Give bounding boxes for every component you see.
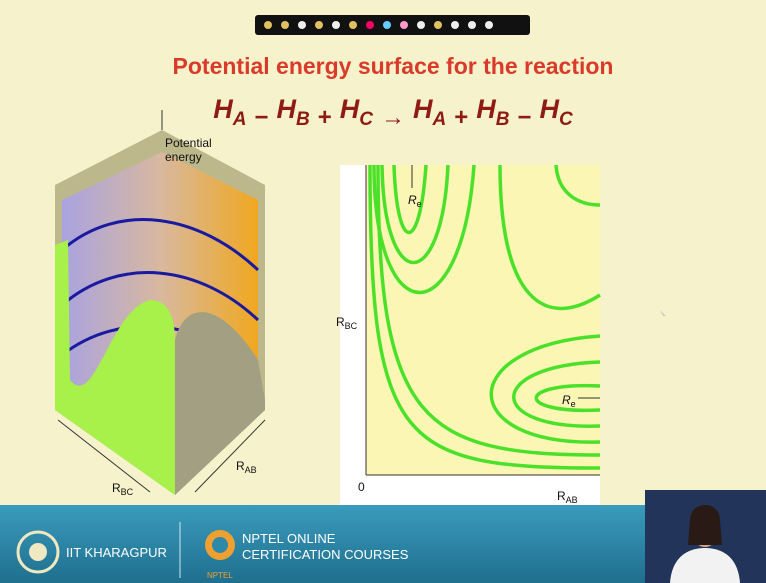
slide-title: Potential energy surface for the reactio… xyxy=(173,53,614,79)
equation-part: A xyxy=(232,109,247,130)
equation-part: B xyxy=(496,109,510,130)
equation-part: H xyxy=(213,94,233,124)
annotation-toolbar[interactable] xyxy=(255,15,530,35)
origin-label: 0 xyxy=(358,480,365,494)
equation-part: → xyxy=(381,104,405,131)
webcam-inset xyxy=(645,490,766,583)
equation-part: H xyxy=(476,94,496,124)
equation-part: H xyxy=(277,94,297,124)
equation-part: − xyxy=(517,104,531,131)
equation-part: − xyxy=(255,104,269,131)
equation-part: B xyxy=(296,109,310,130)
equation-part: A xyxy=(432,109,447,130)
equation-part: H xyxy=(540,94,560,124)
equation-part: H xyxy=(413,94,433,124)
equation-part: + xyxy=(318,104,332,131)
institute-name: IIT KHARAGPUR xyxy=(66,545,167,560)
equation-part: C xyxy=(359,109,373,130)
contour-figure: Re Re RBC RAB 0 xyxy=(336,165,600,505)
slide-screenshot: Potential energy surface for the reactio… xyxy=(0,0,766,583)
equation-part: C xyxy=(559,109,573,130)
equation-part: + xyxy=(454,104,468,131)
logo-text: NPTEL xyxy=(207,571,233,580)
equation-part: H xyxy=(340,94,360,124)
